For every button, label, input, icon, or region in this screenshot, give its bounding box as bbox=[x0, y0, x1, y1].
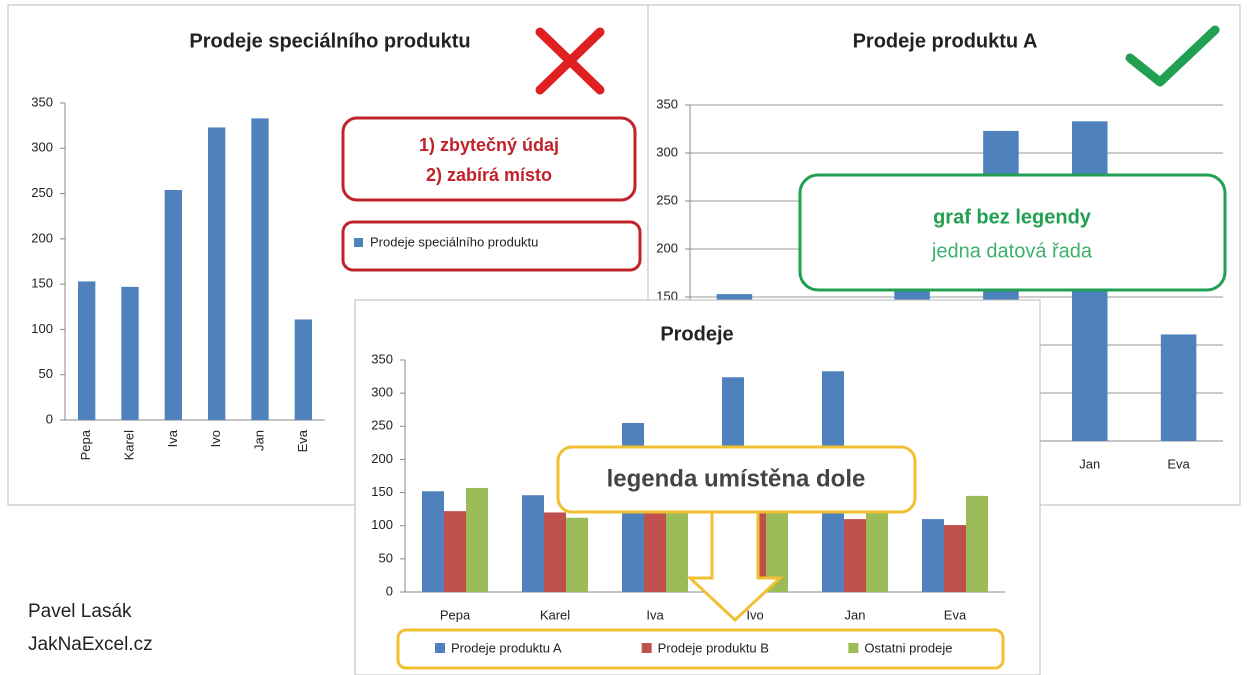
x-tick-label: Iva bbox=[646, 607, 664, 622]
bar bbox=[208, 127, 226, 420]
x-tick-label: Pepa bbox=[440, 607, 471, 622]
x-tick-label: Jan bbox=[1079, 456, 1100, 471]
x-tick-label: Karel bbox=[540, 607, 570, 622]
x-tick-label: Eva bbox=[944, 607, 967, 622]
bar bbox=[666, 512, 688, 592]
y-tick-label: 200 bbox=[656, 240, 678, 255]
x-tick-label: Ivo bbox=[208, 430, 223, 447]
chart-title: Prodeje speciálního produktu bbox=[189, 30, 470, 52]
y-tick-label: 100 bbox=[371, 517, 393, 532]
bar bbox=[444, 511, 466, 592]
bar bbox=[121, 286, 139, 420]
y-tick-label: 250 bbox=[656, 192, 678, 207]
legend-swatch bbox=[435, 643, 445, 653]
y-tick-label: 350 bbox=[31, 94, 53, 109]
x-tick-label: Pepa bbox=[78, 429, 93, 460]
y-tick-label: 50 bbox=[379, 550, 393, 565]
note-box bbox=[798, 173, 1227, 292]
y-tick-label: 200 bbox=[31, 230, 53, 245]
bar bbox=[644, 505, 666, 592]
bar bbox=[251, 118, 269, 420]
legend-swatch bbox=[354, 238, 363, 247]
y-tick-label: 300 bbox=[31, 140, 53, 155]
x-tick-label: Karel bbox=[121, 430, 136, 460]
bar bbox=[844, 519, 866, 592]
bar bbox=[1160, 334, 1197, 441]
note-text: 2) zabírá místo bbox=[426, 165, 552, 185]
legend-swatch bbox=[641, 643, 652, 653]
site: JakNaExcel.cz bbox=[28, 634, 153, 655]
x-tick-label: Iva bbox=[165, 429, 180, 447]
bar bbox=[922, 519, 944, 592]
bar bbox=[294, 319, 312, 420]
bar bbox=[866, 512, 888, 592]
author: Pavel Lasák bbox=[28, 601, 132, 622]
x-tick-label: Ivo bbox=[746, 607, 763, 622]
bar bbox=[522, 495, 544, 592]
legend-swatch bbox=[848, 643, 859, 653]
bar bbox=[566, 517, 588, 592]
bar bbox=[466, 487, 488, 592]
legend-frame bbox=[341, 220, 642, 272]
y-tick-label: 300 bbox=[371, 385, 393, 400]
arrow bbox=[686, 510, 784, 623]
bar bbox=[544, 512, 566, 592]
y-tick-label: 150 bbox=[371, 484, 393, 499]
y-tick-label: 350 bbox=[656, 96, 678, 111]
note-text: graf bez legendy bbox=[933, 206, 1092, 228]
cross-icon bbox=[535, 27, 605, 95]
x-tick-label: Jan bbox=[251, 430, 266, 451]
y-tick-label: 0 bbox=[386, 583, 393, 598]
check-icon bbox=[1125, 25, 1220, 87]
chart-title: Prodeje bbox=[660, 323, 733, 345]
legend-label: Prodeje produktu A bbox=[451, 640, 562, 655]
y-tick-label: 350 bbox=[371, 351, 393, 366]
legend-label: Ostatni prodeje bbox=[864, 640, 952, 655]
note-box bbox=[341, 116, 637, 202]
x-tick-label: Eva bbox=[1167, 456, 1190, 471]
note-text: 1) zbytečný údaj bbox=[419, 135, 559, 155]
y-tick-label: 200 bbox=[371, 451, 393, 466]
note-text: legenda umístěna dole bbox=[607, 465, 866, 492]
x-tick-label: Jan bbox=[845, 607, 866, 622]
y-tick-label: 50 bbox=[39, 366, 53, 381]
bar bbox=[422, 491, 444, 592]
y-tick-label: 0 bbox=[46, 411, 53, 426]
y-tick-label: 250 bbox=[31, 185, 53, 200]
bar bbox=[164, 189, 182, 420]
bar bbox=[78, 281, 96, 420]
bar bbox=[966, 495, 988, 592]
note-box bbox=[556, 445, 917, 514]
bar bbox=[766, 509, 788, 592]
y-tick-label: 100 bbox=[31, 321, 53, 336]
note-text: jedna datová řada bbox=[931, 240, 1093, 262]
x-tick-label: Eva bbox=[295, 429, 310, 452]
chart-title: Prodeje produktu A bbox=[853, 30, 1038, 52]
y-tick-label: 250 bbox=[371, 418, 393, 433]
legend-label: Prodeje produktu B bbox=[658, 640, 769, 655]
legend-frame bbox=[396, 628, 1005, 670]
bar bbox=[944, 525, 966, 592]
legend-label: Prodeje speciálního produktu bbox=[370, 234, 538, 249]
y-tick-label: 150 bbox=[31, 276, 53, 291]
y-tick-label: 300 bbox=[656, 144, 678, 159]
